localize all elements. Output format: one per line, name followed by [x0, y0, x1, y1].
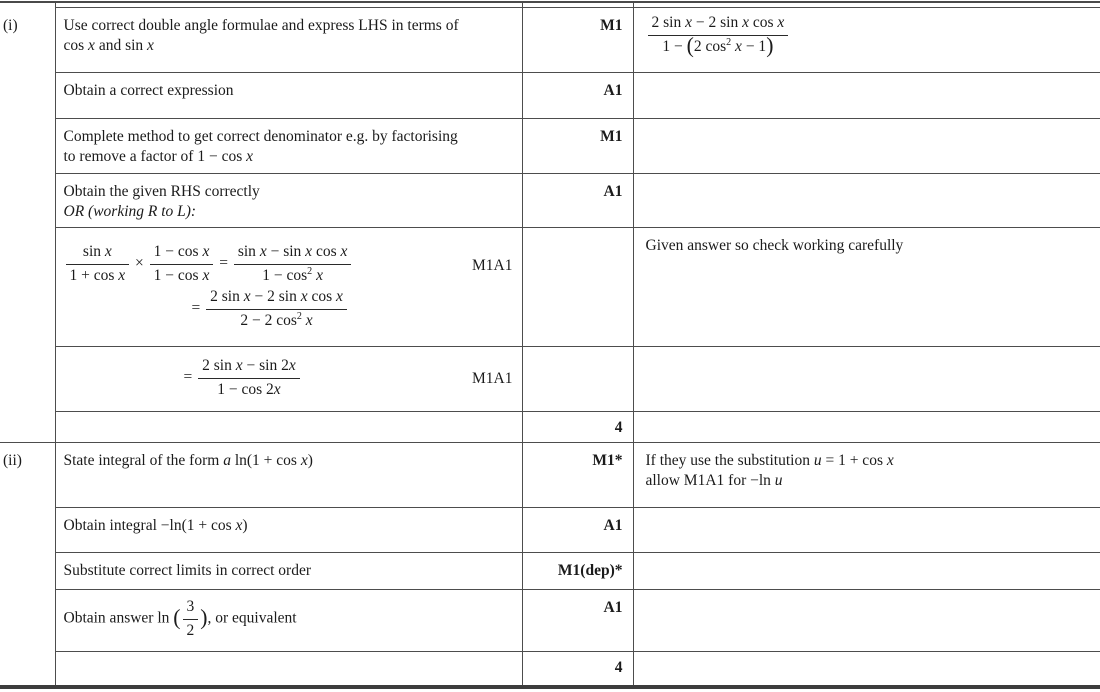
- mark-cell: A1: [521, 507, 634, 554]
- comment-cell: [632, 72, 1100, 119]
- inline-mark: M1A1: [472, 257, 513, 274]
- mark-cell: [521, 346, 634, 412]
- comment-cell: [632, 118, 1100, 174]
- mark-cell: [521, 227, 634, 347]
- comment-cell: [632, 552, 1100, 591]
- bottom-rule: [0, 685, 1100, 689]
- criterion-cell: Complete method to get correct denominat…: [54, 118, 523, 174]
- comment-cell: [632, 346, 1100, 412]
- part-label-i: (i): [0, 7, 56, 444]
- column-rule-stub: [55, 2, 56, 8]
- mark-cell: A1: [521, 72, 634, 119]
- criterion-cell: [54, 651, 523, 687]
- criterion-cell: Obtain the given RHS correctly OR (workin…: [54, 173, 523, 228]
- mark-cell: M1: [521, 7, 634, 73]
- column-rule-stub: [633, 2, 634, 8]
- criterion-cell: Obtain answer ln (3 2), or equivalent: [54, 589, 523, 653]
- comment-cell: [632, 589, 1100, 653]
- section-total: 4: [521, 651, 634, 687]
- mark-cell: M1*: [521, 442, 634, 509]
- mark-cell: A1: [521, 173, 634, 228]
- mark-cell: M1: [521, 118, 634, 174]
- mark-cell: A1: [521, 589, 634, 653]
- top-rule: [0, 1, 1100, 3]
- mark-cell: M1(dep)*: [521, 552, 634, 591]
- comment-cell: [632, 410, 1100, 444]
- criterion-cell: = 2 sin x − sin 2x 1 − cos 2x M1A1: [54, 346, 523, 412]
- criterion-cell: Use correct double angle formulae and ex…: [54, 7, 523, 73]
- comment-cell: [632, 651, 1100, 687]
- criterion-cell: Obtain integral −ln(1 + cos x): [54, 507, 523, 554]
- comment-cell: [632, 173, 1100, 228]
- criterion-cell: State integral of the form a ln(1 + cos …: [54, 442, 523, 509]
- criterion-cell: Obtain a correct expression: [54, 72, 523, 119]
- comment-cell: [632, 507, 1100, 554]
- section-total: 4: [521, 410, 634, 444]
- math-working: = 2 sin x − sin 2x 1 − cos 2x: [64, 357, 514, 399]
- part-label-ii: (ii): [0, 442, 56, 687]
- criterion-cell: Substitute correct limits in correct ord…: [54, 552, 523, 591]
- comment-cell: If they use the substitution u = 1 + cos…: [632, 442, 1100, 509]
- criterion-cell: [54, 410, 523, 444]
- inline-mark: M1A1: [472, 370, 513, 387]
- mark-scheme-table: (i) Use correct double angle formulae an…: [0, 7, 1100, 687]
- comment-cell: Given answer so check working carefully: [632, 227, 1100, 347]
- column-rule-stub: [522, 2, 523, 8]
